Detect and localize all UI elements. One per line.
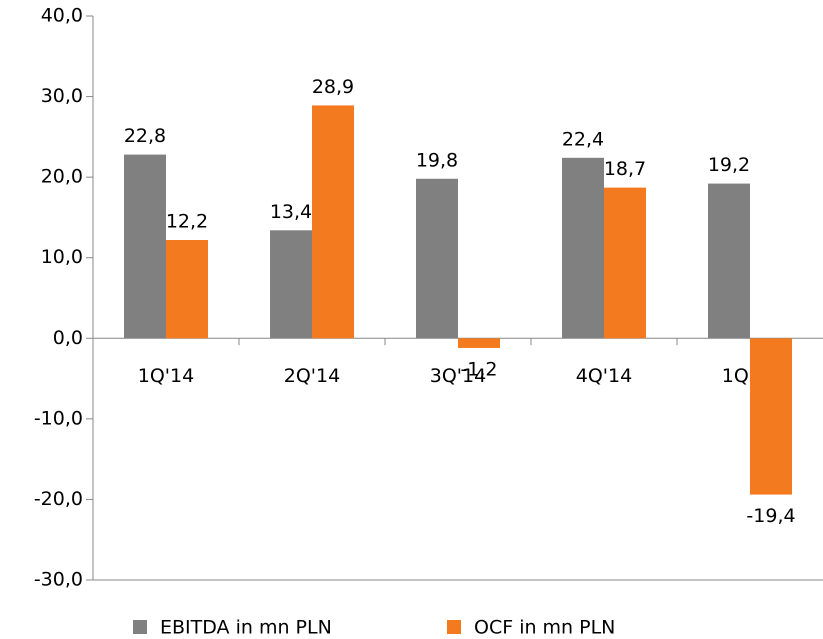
bar <box>458 338 500 348</box>
bar <box>604 187 646 339</box>
bar <box>750 338 792 495</box>
value-label: 19,8 <box>416 149 458 171</box>
bar <box>416 178 458 339</box>
bar <box>708 183 750 339</box>
y-tick-label: 40,0 <box>41 5 83 27</box>
bar <box>312 105 354 339</box>
y-tick-label: 20,0 <box>41 166 83 188</box>
y-tick-label: 10,0 <box>41 246 83 268</box>
value-label: 13,4 <box>270 201 312 223</box>
value-label: 22,8 <box>124 125 166 147</box>
legend-swatch <box>133 620 147 634</box>
bar <box>166 239 208 339</box>
legend-swatch <box>447 620 461 634</box>
value-label: 28,9 <box>312 76 354 98</box>
bar <box>124 154 166 339</box>
value-label: 22,4 <box>562 128 604 150</box>
x-tick-label: 3Q'14 <box>430 365 486 387</box>
bar <box>270 230 312 339</box>
y-tick-label: 30,0 <box>41 85 83 107</box>
y-tick-label: -20,0 <box>34 488 83 510</box>
value-label: 18,7 <box>604 158 646 180</box>
value-label: -19,4 <box>746 505 795 527</box>
legend-label: EBITDA in mn PLN <box>160 617 332 639</box>
x-tick-label: 1Q'14 <box>138 365 194 387</box>
y-tick-label: 0,0 <box>53 327 83 349</box>
legend-label: OCF in mn PLN <box>474 617 615 639</box>
x-tick-label: 2Q'14 <box>284 365 340 387</box>
value-label: -1,2 <box>460 358 497 380</box>
y-tick-label: -10,0 <box>34 407 83 429</box>
value-label: 19,2 <box>708 154 750 176</box>
x-tick-label: 4Q'14 <box>576 365 632 387</box>
value-label: 12,2 <box>166 210 208 232</box>
bar <box>562 157 604 339</box>
y-tick-label: -30,0 <box>34 569 83 591</box>
